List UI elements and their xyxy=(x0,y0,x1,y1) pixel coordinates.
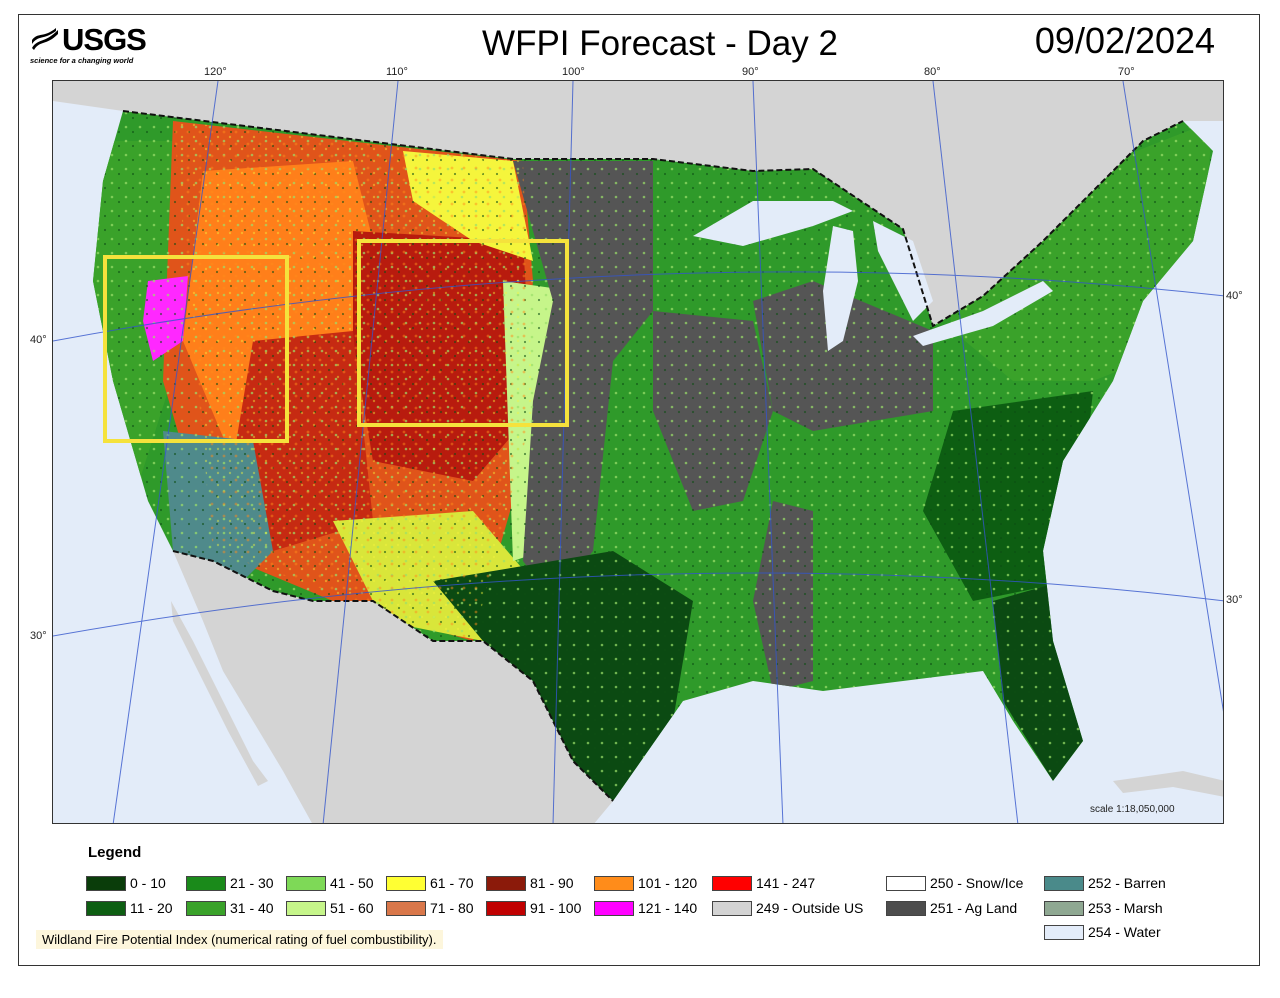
legend-item: 41 - 50 xyxy=(286,875,374,891)
legend-label: 249 - Outside US xyxy=(756,900,864,916)
legend-swatch xyxy=(594,875,634,891)
legend-item: 71 - 80 xyxy=(386,900,474,916)
legend-label: 141 - 247 xyxy=(756,875,816,891)
legend-label: 61 - 70 xyxy=(430,875,474,891)
legend-label: 21 - 30 xyxy=(230,875,274,891)
legend-swatch xyxy=(1044,924,1084,940)
legend-item: 254 - Water xyxy=(1044,924,1161,940)
legend-label: 101 - 120 xyxy=(638,875,698,891)
legend-item: 21 - 30 xyxy=(186,875,274,891)
usgs-logo: USGS science for a changing world xyxy=(30,22,160,68)
legend-item: 11 - 20 xyxy=(86,900,173,916)
legend-item: 253 - Marsh xyxy=(1044,900,1163,916)
legend-item: 101 - 120 xyxy=(594,875,697,891)
graticule xyxy=(53,81,1223,823)
legend-label: 250 - Snow/Ice xyxy=(930,875,1024,891)
legend-swatch xyxy=(1044,900,1084,916)
lon-label-120: 120° xyxy=(204,66,227,78)
legend-swatch xyxy=(886,900,926,916)
lon-label-90: 90° xyxy=(742,66,759,78)
legend-label: 31 - 40 xyxy=(230,900,274,916)
legend-swatch xyxy=(486,875,526,891)
legend-swatch xyxy=(886,875,926,891)
lake-superior xyxy=(693,201,853,246)
map-panel xyxy=(52,80,1224,824)
legend-item: 91 - 100 xyxy=(486,900,581,916)
legend-swatch xyxy=(486,900,526,916)
lon-label-100: 100° xyxy=(562,66,585,78)
canada-region xyxy=(53,81,1223,326)
legend-item: 81 - 90 xyxy=(486,875,574,891)
legend-item: 141 - 247 xyxy=(712,875,815,891)
legend-swatch xyxy=(286,900,326,916)
scale-text: scale 1:18,050,000 xyxy=(1090,804,1175,815)
legend-label: 251 - Ag Land xyxy=(930,900,1018,916)
lon-label-70: 70° xyxy=(1118,66,1135,78)
legend-label: 71 - 80 xyxy=(430,900,474,916)
legend-item: 251 - Ag Land xyxy=(886,900,1017,916)
caribbean-islands xyxy=(1113,771,1223,797)
lat-label-right-40: 40° xyxy=(1226,290,1243,302)
legend-item: 252 - Barren xyxy=(1044,875,1166,891)
legend-item: 250 - Snow/Ice xyxy=(886,875,1023,891)
legend-swatch xyxy=(86,900,126,916)
lake-erie-ontario xyxy=(913,281,1053,346)
legend-swatch xyxy=(1044,875,1084,891)
legend-label: 51 - 60 xyxy=(330,900,374,916)
legend-item: 61 - 70 xyxy=(386,875,474,891)
legend-swatch xyxy=(386,900,426,916)
legend-swatch xyxy=(186,900,226,916)
lat-label-left-40: 40° xyxy=(30,334,47,346)
legend-note: Wildland Fire Potential Index (numerical… xyxy=(36,930,443,949)
legend-swatch xyxy=(386,875,426,891)
mexico-border xyxy=(172,550,614,802)
forecast-date: 09/02/2024 xyxy=(1034,20,1216,61)
map-canvas xyxy=(53,81,1223,823)
logo-text: USGS xyxy=(62,22,147,57)
legend-label: 91 - 100 xyxy=(530,900,582,916)
legend-item: 31 - 40 xyxy=(186,900,274,916)
legend-title: Legend xyxy=(88,844,142,861)
legend-swatch xyxy=(712,875,752,891)
lat-label-right-30: 30° xyxy=(1226,594,1243,606)
usgs-wave-icon xyxy=(32,28,58,50)
legend-label: 254 - Water xyxy=(1088,924,1161,940)
map-title: WFPI Forecast - Day 2 xyxy=(482,24,838,63)
lat-label-left-30: 30° xyxy=(30,630,47,642)
legend-label: 0 - 10 xyxy=(130,875,166,891)
legend-item: 121 - 140 xyxy=(594,900,697,916)
lon-label-110: 110° xyxy=(386,66,408,78)
lon-label-80: 80° xyxy=(924,66,941,78)
legend-item: 0 - 10 xyxy=(86,875,166,891)
legend-label: 253 - Marsh xyxy=(1088,900,1163,916)
baja-peninsula xyxy=(171,601,268,786)
legend-label: 121 - 140 xyxy=(638,900,698,916)
mexico-region xyxy=(173,551,613,823)
highlight-box-plains xyxy=(357,239,569,427)
logo-tagline: science for a changing world xyxy=(30,56,134,65)
legend-label: 41 - 50 xyxy=(330,875,374,891)
highlight-box-west xyxy=(103,255,289,443)
legend-swatch xyxy=(594,900,634,916)
legend-item: 249 - Outside US xyxy=(712,900,863,916)
legend-swatch xyxy=(712,900,752,916)
legend-label: 252 - Barren xyxy=(1088,875,1166,891)
legend-swatch xyxy=(186,875,226,891)
legend-item: 51 - 60 xyxy=(286,900,374,916)
legend-label: 81 - 90 xyxy=(530,875,574,891)
us-border xyxy=(122,110,1184,328)
legend-label: 11 - 20 xyxy=(130,900,173,916)
lake-huron xyxy=(873,221,933,321)
lake-michigan xyxy=(823,226,858,351)
legend-swatch xyxy=(286,875,326,891)
legend-swatch xyxy=(86,875,126,891)
